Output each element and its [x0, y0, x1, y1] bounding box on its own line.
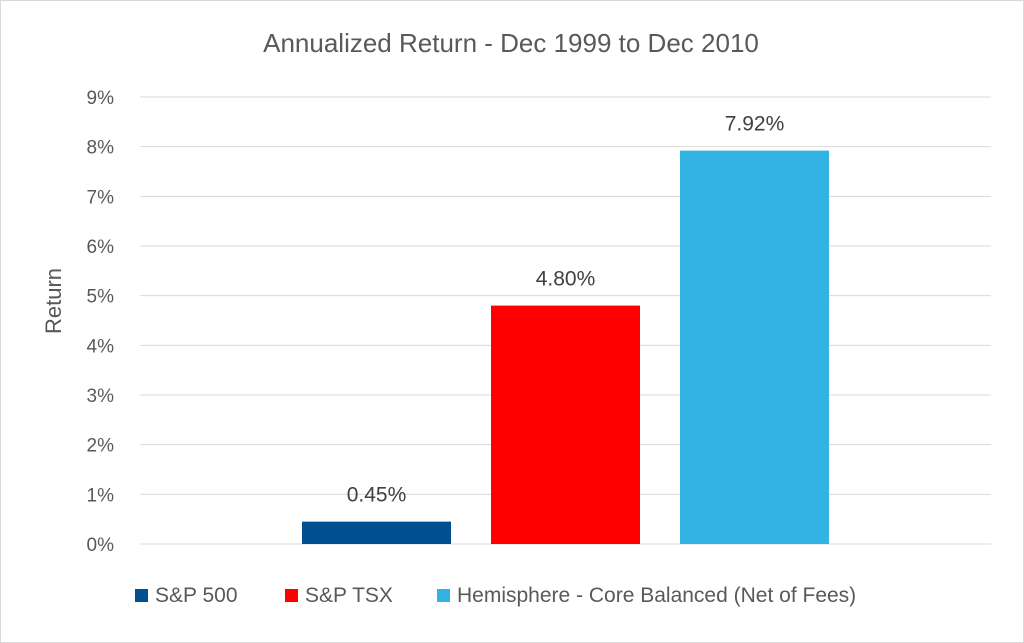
y-axis-ticks: 0% 1% 2% 3% 4% 5% 6% 7% 8% 9% [87, 88, 115, 556]
data-label: 0.45% [347, 484, 407, 507]
chart-title: Annualized Return - Dec 1999 to Dec 2010 [263, 28, 759, 58]
y-tick-label: 3% [87, 386, 115, 407]
y-tick-label: 2% [87, 436, 115, 457]
bar [491, 305, 640, 544]
y-tick-label: 9% [87, 88, 115, 109]
legend-label: S&P 500 [155, 584, 238, 607]
legend-label: Hemisphere - Core Balanced (Net of Fees) [457, 584, 856, 607]
data-label: 4.80% [536, 268, 596, 291]
legend-label: S&P TSX [305, 584, 393, 607]
legend: S&P 500 S&P TSX Hemisphere - Core Balanced… [135, 584, 856, 607]
y-tick-label: 7% [87, 187, 115, 208]
y-tick-label: 8% [87, 138, 115, 159]
y-tick-label: 1% [87, 485, 115, 506]
data-labels: 0.45% 4.80% 7.92% [347, 113, 785, 507]
y-tick-label: 4% [87, 336, 115, 357]
gridlines [140, 96, 991, 545]
data-label: 7.92% [725, 113, 785, 136]
y-axis-label: Return [41, 268, 66, 334]
legend-swatch [285, 589, 298, 602]
y-tick-label: 5% [87, 287, 115, 308]
legend-swatch [135, 589, 148, 602]
bar [680, 150, 829, 544]
bar [302, 521, 451, 544]
legend-swatch [437, 589, 450, 602]
y-tick-label: 0% [87, 535, 115, 556]
bars [302, 150, 829, 544]
y-tick-label: 6% [87, 237, 115, 258]
